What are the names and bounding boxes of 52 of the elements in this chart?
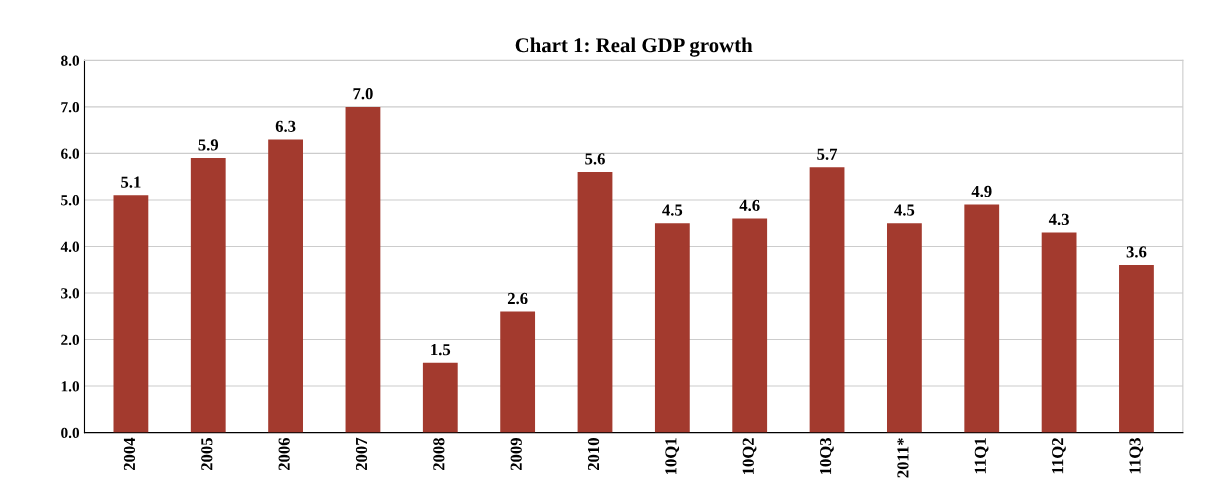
x-tick-label: 11Q1 [974, 438, 989, 474]
bar [1041, 232, 1077, 433]
y-tick-label: 4.0 [60, 241, 80, 252]
x-tick-label: 11Q2 [1052, 438, 1066, 474]
data-label: 4.5 [894, 204, 915, 216]
bar [577, 172, 613, 433]
data-label: 4.3 [1048, 213, 1069, 226]
x-tick-label: 2010 [587, 438, 600, 471]
x-tick-label: 2011* [897, 438, 909, 478]
x-tick-label: 2008 [433, 437, 445, 471]
data-label: 7.0 [353, 88, 373, 100]
x-tick-label: 10Q2 [742, 438, 757, 475]
y-tick-label: 1.0 [61, 381, 80, 392]
y-tick-label: 8.0 [61, 55, 80, 66]
bar [113, 195, 149, 433]
data-label: 2.6 [507, 292, 528, 305]
x-tick-label: 2006 [278, 437, 290, 471]
data-label: 5.7 [817, 148, 838, 160]
data-label: 4.6 [739, 199, 760, 212]
x-tick-label: 2004 [123, 437, 136, 471]
chart-title: Chart 1: Real GDP growth [515, 37, 753, 57]
bar [190, 158, 226, 433]
data-label: 4.9 [971, 185, 992, 198]
data-label: 3.6 [1126, 246, 1147, 258]
x-tick-label: 2009 [510, 438, 522, 471]
data-label: 4.5 [662, 204, 683, 216]
x-tick-label: 10Q1 [665, 438, 680, 475]
bar [654, 223, 690, 433]
y-tick-label: 5.0 [61, 195, 80, 206]
x-tick-label: 10Q3 [819, 438, 834, 475]
bar [964, 204, 1000, 433]
y-tick-label: 3.0 [61, 288, 80, 299]
bar [732, 218, 768, 433]
bar [268, 139, 303, 433]
y-tick-label: 6.0 [61, 148, 80, 159]
bar [345, 106, 381, 433]
data-label: 6.3 [275, 120, 296, 132]
x-tick-label: 2005 [201, 438, 213, 471]
data-label: 1.5 [431, 344, 451, 356]
y-tick-label: 0.0 [61, 427, 80, 439]
data-label: 5.6 [585, 153, 605, 165]
data-label: 5.1 [121, 176, 141, 188]
bar [809, 167, 845, 433]
bar [887, 223, 922, 433]
y-tick-label: 7.0 [61, 102, 80, 113]
bar [1119, 265, 1154, 433]
y-tick-label: 2.0 [61, 334, 80, 346]
data-label: 5.9 [198, 139, 219, 151]
bar [422, 362, 458, 433]
x-tick-label: 11Q3 [1129, 438, 1144, 474]
x-tick-label: 2007 [355, 437, 368, 471]
bar [500, 311, 536, 433]
